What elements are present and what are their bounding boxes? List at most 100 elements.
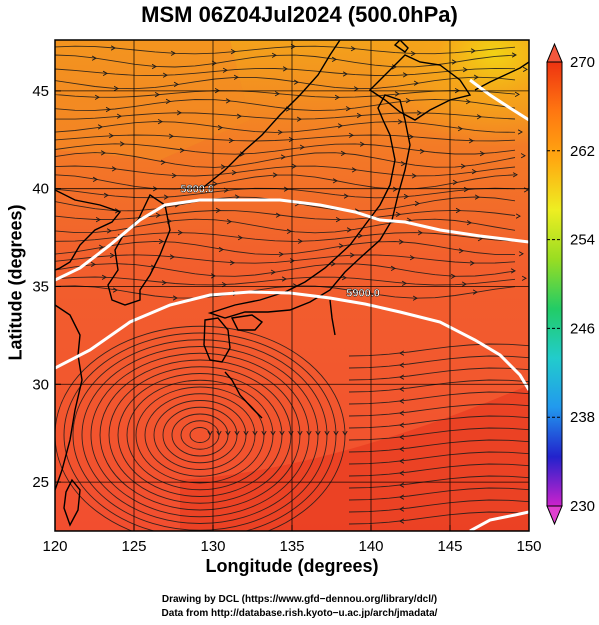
- streamline-arrow: [522, 66, 528, 72]
- streamline-arrow: [399, 482, 405, 488]
- streamline: [348, 391, 529, 405]
- y-tick-label: 25: [32, 474, 49, 491]
- streamline: [55, 218, 516, 234]
- streamline-arrow: [399, 506, 405, 512]
- streamline-arrow: [410, 51, 416, 57]
- streamline-arrow: [171, 173, 177, 179]
- streamline-arrow: [212, 181, 218, 187]
- streamline: [55, 209, 516, 221]
- x-tick-label: 130: [200, 538, 225, 555]
- streamline-arrow: [271, 52, 277, 58]
- streamline-arrow: [237, 235, 243, 241]
- streamline-arrow: [105, 106, 111, 113]
- streamline-arrow: [101, 274, 107, 280]
- streamline-arrow: [397, 119, 403, 125]
- streamline-arrow: [340, 150, 346, 156]
- streamline-arrow: [92, 176, 98, 182]
- streamline-arrow: [226, 219, 232, 225]
- streamline-arrow: [160, 159, 166, 165]
- streamline-arrow: [207, 430, 213, 436]
- streamline-arrow: [103, 192, 109, 198]
- streamline-arrow: [228, 137, 234, 144]
- streamline-arrow: [476, 114, 482, 120]
- coast-shikoku: [230, 314, 264, 331]
- streamline-arrow: [455, 207, 461, 214]
- streamline-arrow: [306, 430, 312, 436]
- streamline-arrow: [274, 91, 280, 97]
- streamline-arrow: [177, 230, 183, 236]
- streamline-arrow: [511, 52, 517, 58]
- streamline-arrow: [395, 211, 401, 217]
- streamline-arrow: [218, 246, 224, 253]
- streamline: [55, 232, 516, 242]
- streamline-arrow: [399, 398, 405, 404]
- streamline-arrow: [286, 228, 292, 234]
- streamline-arrow: [399, 494, 405, 500]
- streamline-arrow: [392, 186, 398, 192]
- streamline-arrow: [466, 220, 472, 226]
- streamline-arrow: [172, 295, 178, 301]
- streamline-arrow: [296, 116, 302, 122]
- streamline-arrow: [97, 124, 103, 130]
- streamline-arrow: [222, 67, 228, 73]
- streamline-arrow: [297, 238, 303, 244]
- streamline-arrow: [332, 178, 338, 184]
- streamline-arrow: [293, 79, 299, 85]
- streamline-arrow: [341, 275, 347, 281]
- streamline-arrow: [233, 74, 239, 80]
- streamline-arrow: [472, 289, 478, 295]
- coast-china-east: [55, 304, 83, 491]
- streamline-arrow: [270, 269, 276, 275]
- streamline: [348, 451, 529, 465]
- streamline-arrow: [215, 207, 221, 213]
- streamline-arrow: [416, 110, 422, 116]
- x-tick-label: 125: [121, 538, 146, 555]
- streamline-arrow: [331, 56, 337, 62]
- coast-primorye: [199, 40, 341, 191]
- streamline-arrow: [157, 119, 163, 125]
- colorbar-tick-label: 230: [570, 498, 595, 515]
- streamline-arrow: [162, 72, 168, 78]
- streamline-arrow: [399, 518, 405, 524]
- streamline-arrow: [408, 134, 414, 140]
- streamline-arrow: [163, 194, 169, 200]
- colorbar-scale: [546, 61, 563, 507]
- credit-drawing: Drawing by DCL (https://www.gfd−dennou.o…: [161, 594, 438, 605]
- streamline-arrow: [176, 110, 182, 116]
- streamline-arrow: [231, 170, 237, 176]
- streamline-arrow: [517, 129, 523, 135]
- streamline: [55, 112, 516, 120]
- streamline-arrow: [399, 470, 405, 476]
- streamline-arrow: [457, 126, 463, 132]
- streamline-arrow: [460, 163, 466, 169]
- streamline-arrow: [342, 430, 348, 436]
- streamline-arrow: [225, 98, 231, 104]
- streamline-arrow: [405, 98, 411, 104]
- streamline-arrow: [391, 64, 397, 70]
- streamline-arrow: [398, 239, 404, 245]
- streamline: [55, 174, 516, 190]
- streamline-arrow: [399, 458, 405, 464]
- streamline-arrow: [345, 106, 351, 112]
- streamline-arrow: [279, 430, 285, 436]
- streamline-arrow: [338, 243, 344, 249]
- streamline-arrow: [113, 85, 119, 92]
- streamline: [348, 355, 529, 369]
- streamline-arrow: [470, 48, 476, 54]
- streamline: [348, 439, 529, 453]
- streamline-arrow: [520, 153, 526, 159]
- contour-labels: 5800.0 5900.0: [180, 183, 380, 299]
- streamline-arrow: [161, 280, 167, 286]
- streamline-arrow: [521, 275, 527, 281]
- streamline-arrow: [359, 141, 365, 147]
- streamline-arrow: [110, 45, 116, 51]
- streamline-arrow: [452, 179, 458, 185]
- streamline-arrow: [419, 148, 425, 154]
- colorbar-tick-label: 262: [570, 143, 595, 160]
- contour-label: 5900.0: [346, 287, 380, 299]
- streamline-arrow: [400, 161, 406, 167]
- streamline-arrow: [220, 164, 226, 170]
- streamline-arrow: [94, 94, 100, 100]
- streamline-arrow: [351, 167, 357, 173]
- streamline-arrow: [474, 194, 480, 200]
